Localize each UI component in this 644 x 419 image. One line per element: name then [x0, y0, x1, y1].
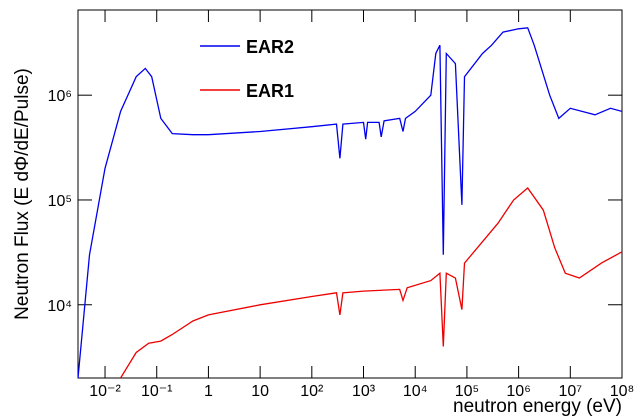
- x-tick-label: 10⁵: [455, 383, 479, 400]
- y-tick-label: 10⁴: [47, 298, 72, 315]
- y-axis-label: Neutron Flux (E dΦ/dE/Pulse): [12, 68, 33, 320]
- x-tick-label: 10⁸: [610, 383, 635, 400]
- series-line: [78, 27, 622, 378]
- series-line: [120, 187, 622, 378]
- x-tick-label: 10⁻¹: [141, 383, 173, 400]
- y-tick-label: 10⁵: [48, 193, 72, 210]
- legend-label: EAR1: [246, 81, 294, 101]
- x-tick-label: 10³: [352, 383, 376, 400]
- x-tick-label: 10⁷: [559, 383, 583, 400]
- x-tick-label: 10²: [300, 383, 324, 400]
- plot-frame: [77, 9, 623, 379]
- x-tick-label: 10⁻²: [89, 383, 121, 400]
- x-tick-label: 10⁴: [403, 383, 428, 400]
- plot-area: [78, 27, 622, 378]
- x-tick-label: 10: [251, 383, 269, 400]
- legend-label: EAR2: [246, 37, 294, 57]
- x-tick-label: 10⁶: [506, 383, 530, 400]
- y-tick-label: 10⁶: [48, 88, 72, 105]
- x-axis-label: neutron energy (eV): [453, 396, 622, 417]
- x-tick-label: 1: [204, 383, 213, 400]
